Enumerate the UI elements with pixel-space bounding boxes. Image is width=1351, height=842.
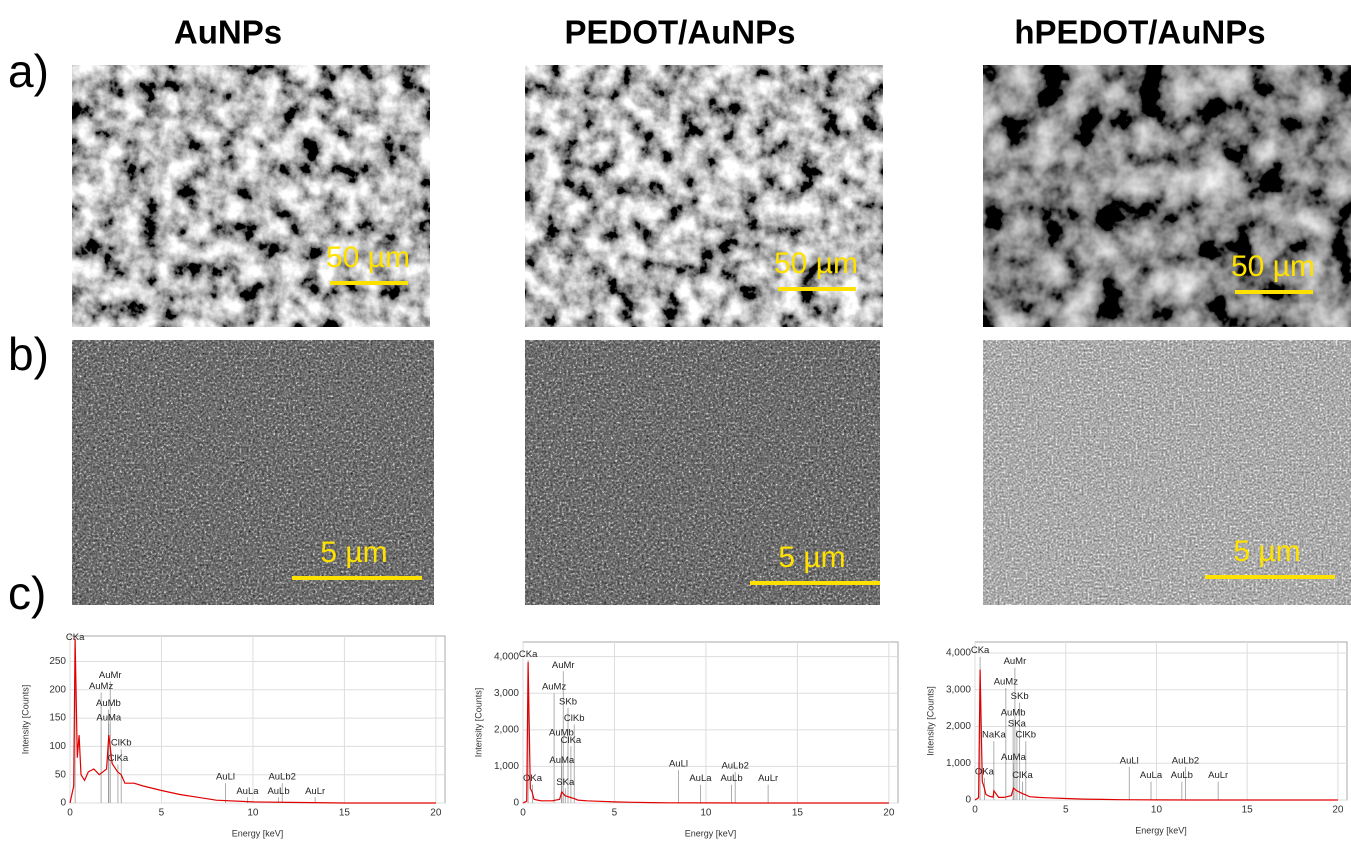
peak-label: SKa <box>1008 719 1027 730</box>
x-tick-label: 5 <box>612 808 618 819</box>
y-tick-label: 0 <box>965 795 971 806</box>
x-tick-label: 0 <box>972 805 978 816</box>
peak-label: ClKa <box>561 735 582 746</box>
x-tick-label: 5 <box>159 808 165 819</box>
y-tick-label: 0 <box>513 798 519 809</box>
peak-label: AuLa <box>1140 770 1163 781</box>
y-tick-label: 3,000 <box>494 688 519 699</box>
y-tick-label: 50 <box>55 769 67 780</box>
peak-label: AuLl <box>1120 755 1139 766</box>
x-tick-label: 15 <box>792 808 804 819</box>
peak-label: AuLb <box>1171 770 1193 781</box>
peak-label: AuLb2 <box>268 772 295 783</box>
y-tick-label: 4,000 <box>494 651 519 662</box>
column-title: PEDOT/AuNPs <box>564 14 795 51</box>
peak-label: AuLb2 <box>721 760 748 771</box>
peak-label: AuMr <box>99 670 122 681</box>
row-label: c) <box>8 567 46 619</box>
y-tick-label: 3,000 <box>946 684 971 695</box>
peak-label: AuMa <box>549 755 575 766</box>
peak-label: AuMr <box>1004 656 1027 667</box>
sem-image <box>983 65 1351 327</box>
peak-label: AuMz <box>994 676 1019 687</box>
column-title: AuNPs <box>174 14 282 51</box>
y-tick-label: 1,000 <box>494 761 519 772</box>
peak-label: AuMa <box>1001 752 1027 763</box>
y-tick-label: 0 <box>60 798 66 809</box>
peak-label: ClKb <box>1016 730 1037 741</box>
peak-label: AuLr <box>305 786 325 797</box>
x-tick-label: 10 <box>700 808 712 819</box>
y-axis-title: Intensity [Counts] <box>925 686 935 756</box>
column-title: hPEDOT/AuNPs <box>1014 14 1265 51</box>
y-axis-title: Intensity [Counts] <box>20 685 30 755</box>
x-tick-label: 15 <box>1242 805 1254 816</box>
y-tick-label: 4,000 <box>946 648 971 659</box>
peak-label: AuMb <box>96 698 121 709</box>
x-tick-label: 10 <box>1151 805 1163 816</box>
peak-label: AuMz <box>89 681 114 692</box>
y-tick-label: 250 <box>49 656 66 667</box>
scale-label: 50 µm <box>326 241 410 274</box>
peak-label: AuLr <box>758 773 778 784</box>
peak-label: ClKb <box>111 738 132 749</box>
peak-label: AuLl <box>216 772 235 783</box>
peak-label: SKb <box>559 696 577 707</box>
peak-label: ClKa <box>1012 770 1033 781</box>
peak-label: AuLa <box>236 786 259 797</box>
y-tick-label: 200 <box>49 684 66 695</box>
scale-label: 5 µm <box>320 536 387 569</box>
peak-label: AuMr <box>552 660 575 671</box>
peak-label: AuLl <box>669 759 688 770</box>
peak-label: NaKa <box>982 730 1006 741</box>
peak-label: CKa <box>971 645 990 656</box>
y-tick-label: 1,000 <box>946 758 971 769</box>
x-axis-title: Energy [keV] <box>232 828 284 838</box>
figure: a)b)c)AuNPs50 µm5 µm05010015020025005101… <box>0 0 1351 842</box>
x-tick-label: 20 <box>1332 805 1344 816</box>
y-tick-label: 2,000 <box>946 721 971 732</box>
peak-label: AuMz <box>542 682 567 693</box>
peak-label: ClKb <box>564 713 585 724</box>
peak-label: AuLa <box>689 773 712 784</box>
sem-image <box>72 65 430 327</box>
x-tick-label: 0 <box>520 808 526 819</box>
peak-label: AuLb2 <box>1172 755 1199 766</box>
peak-label: OKa <box>523 773 543 784</box>
x-tick-label: 20 <box>430 808 442 819</box>
y-tick-label: 100 <box>49 741 66 752</box>
scale-label: 5 µm <box>778 541 845 574</box>
row-label: b) <box>8 328 49 380</box>
peak-label: OKa <box>975 766 995 777</box>
scale-label: 50 µm <box>1231 250 1315 283</box>
y-axis-title: Intensity [Counts] <box>473 688 483 758</box>
x-tick-label: 0 <box>67 808 73 819</box>
peak-label: SKa <box>556 777 575 788</box>
peak-label: CKa <box>519 649 538 660</box>
x-tick-label: 10 <box>247 808 259 819</box>
x-axis-title: Energy [keV] <box>1135 825 1187 835</box>
x-tick-label: 15 <box>339 808 351 819</box>
row-label: a) <box>8 45 49 97</box>
peak-label: AuLb <box>267 786 289 797</box>
x-tick-label: 20 <box>883 808 895 819</box>
scale-label: 5 µm <box>1233 535 1300 568</box>
x-axis-title: Energy [keV] <box>685 828 737 838</box>
y-tick-label: 2,000 <box>494 724 519 735</box>
peak-label: AuLr <box>1208 770 1228 781</box>
scale-label: 50 µm <box>774 247 858 280</box>
peak-label: AuMa <box>96 712 122 723</box>
peak-label: SKb <box>1011 691 1029 702</box>
peak-label: AuLb <box>720 773 742 784</box>
x-tick-label: 5 <box>1063 805 1069 816</box>
y-tick-label: 150 <box>49 713 66 724</box>
peak-label: AuMb <box>1001 708 1026 719</box>
